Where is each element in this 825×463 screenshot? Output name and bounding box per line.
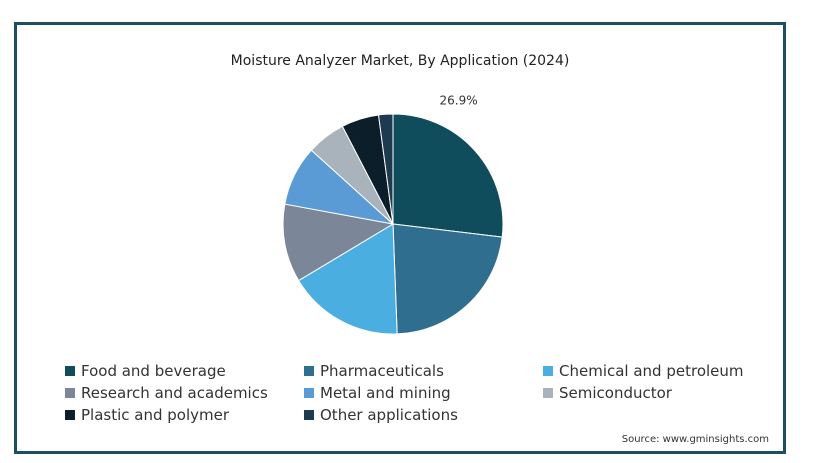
legend-item: Research and academics: [65, 384, 268, 402]
legend-item: Plastic and polymer: [65, 406, 229, 424]
pie-slice-pharmaceuticals: [392, 223, 503, 335]
legend-item: Food and beverage: [65, 362, 226, 380]
legend-swatch: [304, 366, 314, 376]
legend-label: Research and academics: [81, 384, 268, 402]
legend-item: Pharmaceuticals: [304, 362, 444, 380]
source-note: Source: www.gminsights.com: [621, 434, 769, 445]
legend-item: Other applications: [304, 406, 458, 424]
chart-frame: Moisture Analyzer Market, By Application…: [14, 22, 786, 454]
legend-label: Metal and mining: [320, 384, 451, 402]
legend-item: Semiconductor: [543, 384, 672, 402]
data-label: 26.9%: [440, 94, 478, 108]
chart-title: Moisture Analyzer Market, By Application…: [230, 53, 570, 69]
pie-slice-chemical-and-petroleum: [297, 223, 398, 335]
legend-label: Semiconductor: [559, 384, 672, 402]
pie-chart: 26.9%: [282, 94, 504, 335]
legend-swatch: [65, 366, 75, 376]
legend-swatch: [543, 388, 553, 398]
legend-swatch: [65, 410, 75, 420]
legend-item: Chemical and petroleum: [543, 362, 744, 380]
legend-label: Chemical and petroleum: [559, 362, 744, 380]
legend-label: Plastic and polymer: [81, 406, 230, 424]
legend-swatch: [543, 366, 553, 376]
legend-swatch: [304, 410, 314, 420]
legend-label: Food and beverage: [81, 362, 226, 380]
legend-item: Metal and mining: [304, 384, 451, 402]
legend-label: Pharmaceuticals: [320, 362, 444, 380]
legend-label: Other applications: [320, 406, 458, 424]
pie-slice-other-applications: [377, 113, 394, 225]
pie-slice-food-and-beverage: [392, 113, 504, 238]
legend-swatch: [65, 388, 75, 398]
pie-slice-research-and-academics: [282, 203, 395, 282]
legend-swatch: [304, 388, 314, 398]
